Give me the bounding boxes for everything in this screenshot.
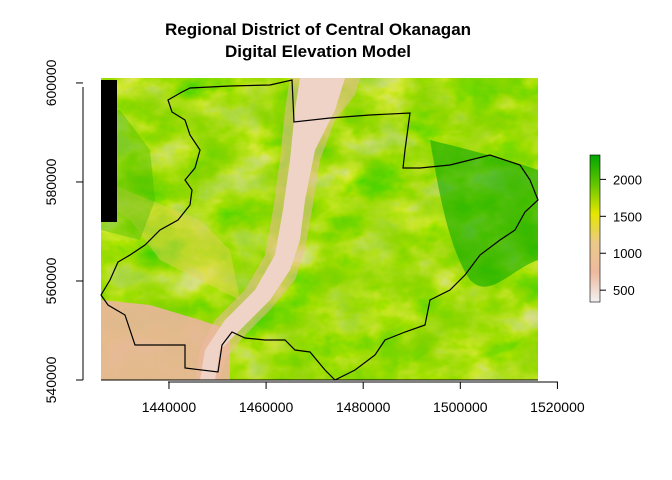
y-tick-label: 540000 [43,356,59,403]
y-axis: 540000 560000 580000 600000 [43,59,84,403]
valley-slopes-west [101,180,240,300]
lake-shoreline [195,78,360,380]
highland-east [430,140,538,287]
x-tick-label: 1440000 [142,399,197,415]
legend-tick-label: 1500 [613,209,642,224]
legend-tick-label: 2000 [613,172,642,187]
nodata-strip [101,80,117,222]
x-tick-label: 1500000 [433,399,488,415]
y-tick-label: 580000 [43,158,59,205]
legend-frame [589,154,601,303]
y-tick-label: 560000 [43,257,59,304]
elevation-legend: 500 1000 1500 2000 [589,154,642,303]
y-tick-label: 600000 [43,59,59,106]
x-tick-label: 1520000 [530,399,585,415]
valley-lowland-southwest [101,300,230,380]
legend-tick-label: 500 [613,283,635,298]
x-tick-label: 1480000 [336,399,391,415]
elevation-raster [101,78,538,380]
x-tick-label: 1460000 [239,399,294,415]
district-boundary [100,79,539,381]
legend-tick-label: 1000 [613,246,642,261]
chart-title: Regional District of Central Okanagan [165,20,471,39]
x-axis: 1440000 1460000 1480000 1500000 1520000 [142,381,585,415]
legend-color-bar [590,155,600,302]
chart-subtitle: Digital Elevation Model [225,42,411,61]
